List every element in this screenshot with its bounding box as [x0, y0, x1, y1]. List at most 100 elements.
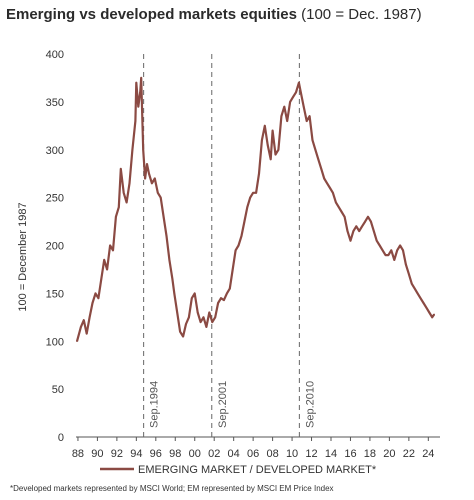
y-tick-label: 150 [46, 288, 64, 300]
series-point [199, 321, 202, 323]
x-tick-label: 98 [169, 448, 181, 460]
y-tick-label: 50 [52, 384, 64, 396]
series-point [367, 215, 369, 218]
series-point [422, 302, 425, 304]
series-point [171, 278, 174, 280]
series-point [139, 91, 142, 94]
x-tick-label: 92 [111, 448, 123, 460]
series-point [156, 192, 159, 194]
series-point [135, 81, 138, 84]
x-tick-label: 08 [266, 448, 278, 460]
y-tick-label: 300 [46, 145, 64, 157]
series-point [214, 316, 216, 319]
x-tick-label: 16 [344, 448, 356, 460]
series-point [226, 292, 228, 295]
series-point [261, 139, 263, 141]
series-point [283, 105, 286, 108]
series-point [405, 263, 407, 266]
y-tick-label: 400 [46, 49, 64, 61]
series-point [408, 273, 410, 276]
series-point [320, 168, 323, 170]
x-tick-label: 90 [91, 448, 103, 460]
series-point [295, 91, 297, 94]
series-point [258, 172, 260, 175]
series-point [173, 292, 176, 295]
series-point [375, 239, 378, 242]
series-point [202, 316, 205, 319]
x-tick-label: 14 [325, 448, 337, 460]
series-point [122, 192, 125, 194]
x-tick-label: 96 [150, 448, 162, 460]
series-point [381, 249, 384, 252]
series-line-em-vs-dm [75, 76, 436, 342]
series-point [237, 244, 240, 247]
series-point [332, 192, 334, 194]
series-point [159, 196, 162, 199]
series-point [364, 220, 366, 223]
series-point [140, 77, 143, 79]
event-lines: Sep.1994 Sep.2001 Sep.2010 [143, 54, 316, 437]
series-point [311, 139, 314, 141]
event-label: Sep.2001 [217, 381, 229, 428]
series-point [91, 302, 94, 304]
series-point [176, 311, 179, 314]
series-point [274, 153, 277, 156]
series-point [373, 230, 375, 232]
series-point [182, 335, 184, 338]
x-tick-label: 22 [403, 448, 415, 460]
series-point [146, 163, 148, 165]
series-point [370, 220, 372, 223]
legend-label: EMERGING MARKET / DEVELOPED MARKET* [138, 464, 377, 476]
series-point [314, 148, 317, 151]
series-point [188, 316, 190, 319]
series-point [144, 177, 146, 180]
series-point [228, 287, 231, 290]
series-point [211, 321, 214, 323]
series-point [165, 235, 168, 237]
x-axis-ticks: 88 90 92 94 96 98 00 02 04 06 08 10 12 14 16 18 20 22 24 [72, 437, 434, 460]
series-point [134, 120, 137, 122]
x-tick-label: 24 [422, 448, 434, 460]
series-point [402, 249, 404, 252]
series-point [179, 330, 181, 333]
series-point [419, 297, 422, 299]
series-point [128, 182, 131, 185]
series-point [410, 283, 413, 285]
series-point [271, 129, 274, 132]
series-point [280, 115, 283, 118]
x-tick-label: 20 [383, 448, 395, 460]
series-point [125, 201, 128, 204]
series-point [269, 158, 272, 161]
series-point [94, 292, 97, 295]
series-point [196, 311, 199, 314]
y-axis-label: 100 = December 1987 [17, 202, 29, 311]
x-tick-label: 12 [305, 448, 317, 460]
x-tick-label: 04 [228, 448, 240, 460]
series-point [154, 177, 156, 180]
series-point [346, 230, 349, 232]
x-tick-label: 02 [208, 448, 220, 460]
series-point [266, 144, 269, 146]
x-tick-label: 10 [286, 448, 298, 460]
y-tick-label: 100 [46, 336, 64, 348]
event-label: Sep.1994 [149, 381, 161, 428]
series-point [337, 206, 340, 208]
series-point [378, 244, 381, 247]
series-point [168, 259, 171, 261]
series-point [431, 316, 434, 319]
series-point [399, 244, 401, 247]
series-point [223, 299, 225, 301]
series-point [298, 81, 300, 84]
series-point [255, 192, 257, 194]
series-point [329, 187, 331, 189]
chart-title: Emerging vs developed markets equities (… [6, 6, 422, 23]
series-point [231, 268, 234, 271]
series-point [396, 249, 398, 252]
series-point [326, 182, 328, 185]
series-point [361, 225, 363, 228]
y-tick-label: 350 [46, 97, 64, 109]
series-point [103, 259, 106, 261]
series-point [131, 148, 134, 151]
series-point [305, 120, 308, 122]
series-point [191, 297, 193, 299]
